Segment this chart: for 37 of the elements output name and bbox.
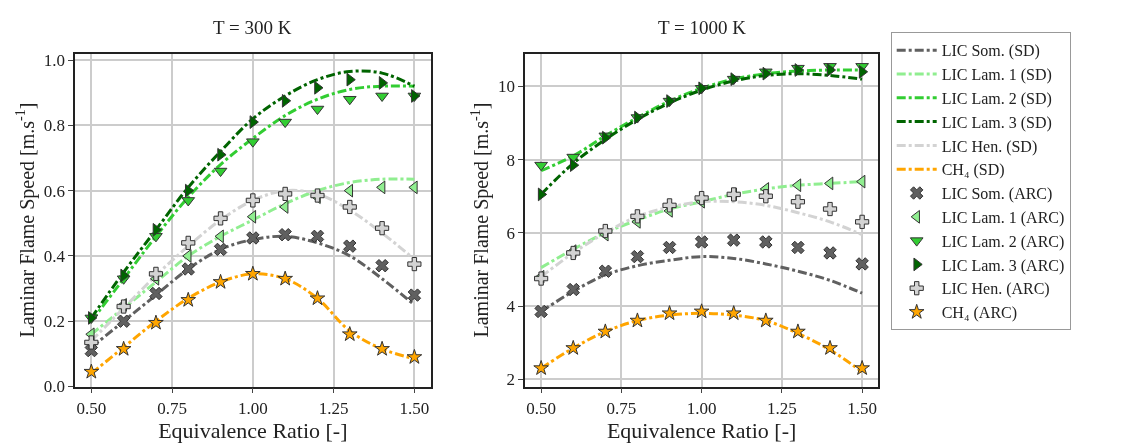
legend-label: LIC Lam. 3 (SD) <box>941 113 1052 132</box>
x-tick-label: 1.25 <box>766 398 797 418</box>
chart-title: T = 1000 K <box>658 17 747 38</box>
legend-label: LIC Hen. (SD) <box>941 137 1038 156</box>
x-tick-label: 1.50 <box>847 398 877 418</box>
y-tick-label: 1.0 <box>43 51 66 71</box>
y-tick-label: 0.4 <box>43 246 66 266</box>
x-tick-label: 0.50 <box>76 398 107 418</box>
legend-label: LIC Lam. 2 (SD) <box>941 90 1052 109</box>
legend-label: CH₄ (ARC) <box>941 304 1018 323</box>
chart-title: T = 300 K <box>213 17 292 38</box>
x-tick-label: 0.50 <box>526 398 556 418</box>
y-tick-label: 0.2 <box>43 312 66 332</box>
y-tick-label: 6 <box>506 223 515 243</box>
y-tick-label: 4 <box>506 296 516 316</box>
x-tick-label: 1.00 <box>686 398 717 418</box>
y-tick-label: 0.0 <box>43 377 66 397</box>
x-axis-title: Equivalence Ratio [-] <box>158 417 348 443</box>
x-tick-label: 1.25 <box>318 398 349 418</box>
legend-label: LIC Hen. (ARC) <box>941 280 1050 299</box>
y-tick-label: 2 <box>506 370 515 390</box>
x-axis-title: Equivalence Ratio [-] <box>606 417 797 443</box>
y-tick-label: 0.8 <box>43 116 66 136</box>
legend-label: LIC Lam. 1 (SD) <box>941 66 1052 85</box>
x-tick-label: 0.75 <box>157 398 187 418</box>
x-tick-label: 1.50 <box>399 398 430 418</box>
legend-label: LIC Som. (ARC) <box>941 185 1053 204</box>
legend-label: LIC Lam. 2 (ARC) <box>941 232 1065 251</box>
legend-label: CH₄ (SD) <box>941 161 1005 180</box>
legend-label: LIC Lam. 1 (ARC) <box>941 209 1065 228</box>
y-tick-label: 10 <box>497 77 515 97</box>
y-tick-label: 8 <box>506 150 515 170</box>
x-tick-label: 0.75 <box>606 398 637 418</box>
x-tick-label: 1.00 <box>237 398 268 418</box>
legend-label: LIC Som. (SD) <box>941 42 1040 61</box>
legend-label: LIC Lam. 3 (ARC) <box>941 256 1065 275</box>
y-tick-label: 0.6 <box>43 181 66 201</box>
